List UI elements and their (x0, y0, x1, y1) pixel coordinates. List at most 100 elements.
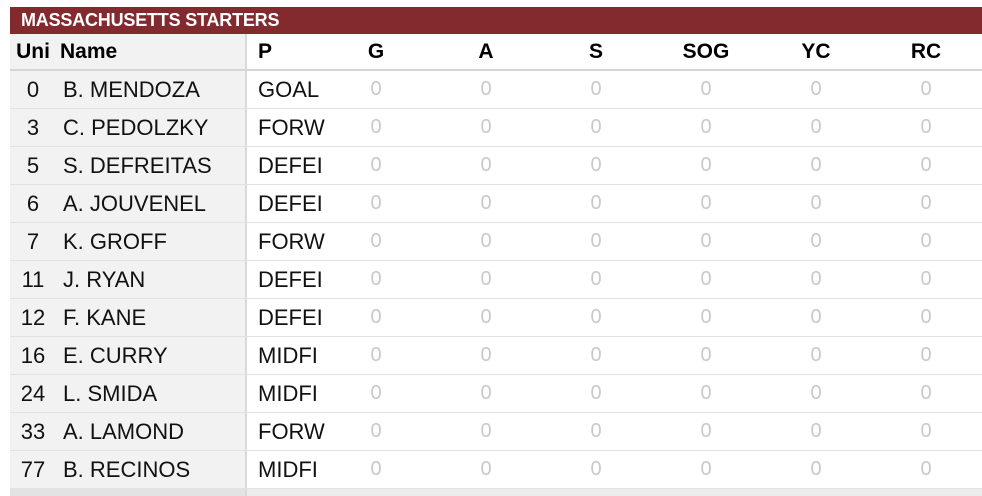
cell-name[interactable]: K. GROFF (56, 223, 247, 260)
cell-name[interactable]: F. KANE (56, 299, 247, 336)
cell-assists: 0 (480, 382, 492, 404)
cell-red-cards: 0 (920, 306, 932, 328)
cell-goals: 0 (370, 192, 382, 214)
cell-yellow-cards: 0 (810, 116, 822, 138)
column-header-shots-on-goal[interactable]: SOG (682, 39, 730, 63)
cell-yellow-cards: 0 (810, 458, 822, 480)
cell-yellow-cards: 0 (810, 268, 822, 290)
cell-assists: 0 (480, 154, 492, 176)
cell-assists: 0 (480, 230, 492, 252)
cell-uni: 24 (10, 375, 56, 412)
cell-shots: 0 (590, 268, 602, 290)
cell-uni: 7 (10, 223, 56, 260)
cell-position: DEFEI (258, 304, 323, 330)
table-row: 24 L. SMIDA MIDFI 0 0 0 0 0 0 (10, 375, 982, 413)
cell-shots: 0 (590, 344, 602, 366)
footer-frozen-cell (10, 489, 247, 496)
column-header-uni[interactable]: Uni (10, 34, 56, 69)
cell-uni: 0 (10, 71, 56, 108)
column-header-red-cards[interactable]: RC (910, 39, 942, 63)
cell-assists: 0 (480, 306, 492, 328)
cell-red-cards: 0 (920, 78, 932, 100)
cell-shots-on-goal: 0 (700, 192, 712, 214)
table-row: 3 C. PEDOLZKY FORW 0 0 0 0 0 0 (10, 109, 982, 147)
cell-position: DEFEI (258, 190, 323, 216)
table-title: MASSACHUSETTS STARTERS (10, 7, 982, 34)
cell-goals: 0 (370, 154, 382, 176)
cell-goals: 0 (370, 420, 382, 442)
cell-uni: 5 (10, 147, 56, 184)
table-row: 0 B. MENDOZA GOAL 0 0 0 0 0 0 (10, 71, 982, 109)
cell-assists: 0 (480, 344, 492, 366)
cell-red-cards: 0 (920, 116, 932, 138)
cell-name[interactable]: L. SMIDA (56, 375, 247, 412)
cell-yellow-cards: 0 (810, 306, 822, 328)
cell-red-cards: 0 (920, 154, 932, 176)
cell-name[interactable]: J. RYAN (56, 261, 247, 298)
cell-shots: 0 (590, 116, 602, 138)
cell-shots-on-goal: 0 (700, 116, 712, 138)
cell-shots: 0 (590, 230, 602, 252)
cell-red-cards: 0 (920, 192, 932, 214)
cell-position: FORW (258, 228, 325, 254)
column-header-goals[interactable]: G (367, 39, 385, 63)
cell-shots: 0 (590, 458, 602, 480)
cell-position: DEFEI (258, 152, 323, 178)
table-header-row: Uni Name P G A S SOG YC RC (10, 34, 982, 71)
cell-name[interactable]: B. RECINOS (56, 451, 247, 488)
cell-goals: 0 (370, 78, 382, 100)
cell-name[interactable]: C. PEDOLZKY (56, 109, 247, 146)
cell-assists: 0 (480, 458, 492, 480)
cell-assists: 0 (480, 78, 492, 100)
cell-shots-on-goal: 0 (700, 230, 712, 252)
cell-goals: 0 (370, 116, 382, 138)
table-body: 0 B. MENDOZA GOAL 0 0 0 0 0 0 3 C. PEDOLZKY FORW 0 0 0… (10, 71, 982, 489)
cell-uni: 16 (10, 337, 56, 374)
table-row: 7 K. GROFF FORW 0 0 0 0 0 0 (10, 223, 982, 261)
cell-yellow-cards: 0 (810, 382, 822, 404)
cell-shots: 0 (590, 306, 602, 328)
cell-shots-on-goal: 0 (700, 154, 712, 176)
cell-position: MIDFI (258, 456, 318, 482)
cell-uni: 77 (10, 451, 56, 488)
cell-goals: 0 (370, 306, 382, 328)
column-header-assists[interactable]: A (478, 39, 494, 63)
column-header-yellow-cards[interactable]: YC (801, 39, 831, 63)
cell-red-cards: 0 (920, 382, 932, 404)
cell-name[interactable]: B. MENDOZA (56, 71, 247, 108)
cell-goals: 0 (370, 344, 382, 366)
starters-table: Uni Name P G A S SOG YC RC 0 B. MENDOZA GO… (10, 34, 982, 489)
cell-name[interactable]: A. LAMOND (56, 413, 247, 450)
cell-red-cards: 0 (920, 268, 932, 290)
cell-position: MIDFI (258, 342, 318, 368)
cell-shots-on-goal: 0 (700, 78, 712, 100)
cell-shots: 0 (590, 420, 602, 442)
cell-position: MIDFI (258, 380, 318, 406)
cell-shots: 0 (590, 382, 602, 404)
cell-position: FORW (258, 418, 325, 444)
cell-name[interactable]: A. JOUVENEL (56, 185, 247, 222)
cell-name[interactable]: E. CURRY (56, 337, 247, 374)
table-row: 33 A. LAMOND FORW 0 0 0 0 0 0 (10, 413, 982, 451)
cell-name[interactable]: S. DEFREITAS (56, 147, 247, 184)
table-row: 12 F. KANE DEFEI 0 0 0 0 0 0 (10, 299, 982, 337)
column-header-name[interactable]: Name (56, 34, 247, 69)
column-header-position[interactable]: P (258, 39, 273, 63)
cell-uni: 33 (10, 413, 56, 450)
cell-goals: 0 (370, 230, 382, 252)
cell-red-cards: 0 (920, 458, 932, 480)
cell-shots-on-goal: 0 (700, 306, 712, 328)
cell-uni: 12 (10, 299, 56, 336)
cell-yellow-cards: 0 (810, 192, 822, 214)
cell-position: FORW (258, 114, 325, 140)
cell-uni: 3 (10, 109, 56, 146)
table-row: 11 J. RYAN DEFEI 0 0 0 0 0 0 (10, 261, 982, 299)
cell-shots-on-goal: 0 (700, 458, 712, 480)
cell-goals: 0 (370, 458, 382, 480)
column-header-shots[interactable]: S (588, 39, 603, 63)
cell-shots: 0 (590, 78, 602, 100)
table-row: 5 S. DEFREITAS DEFEI 0 0 0 0 0 0 (10, 147, 982, 185)
cell-shots-on-goal: 0 (700, 344, 712, 366)
cell-position: GOAL (258, 76, 320, 102)
table-row: 6 A. JOUVENEL DEFEI 0 0 0 0 0 0 (10, 185, 982, 223)
